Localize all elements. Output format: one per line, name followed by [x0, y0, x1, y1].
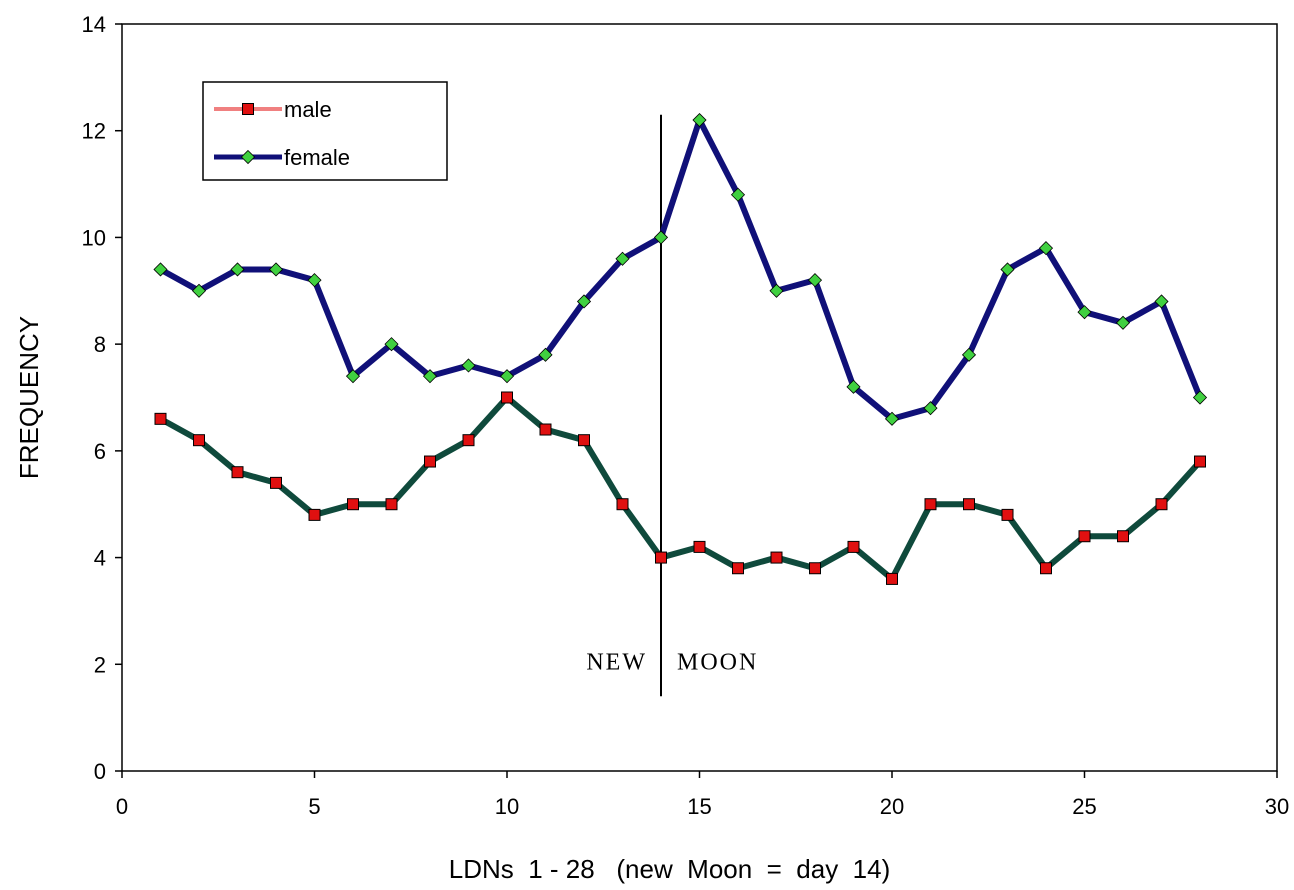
- data-point-male: [539, 423, 552, 436]
- y-tick-label: 2: [94, 652, 106, 677]
- data-point-male: [1001, 508, 1014, 521]
- data-point-female: [961, 347, 977, 362]
- data-point-female: [499, 369, 515, 384]
- x-tick-label: 20: [880, 794, 904, 819]
- data-point-male: [462, 434, 475, 447]
- data-point-female: [653, 230, 669, 245]
- x-tick-label: 0: [116, 794, 128, 819]
- legend-male-label: male: [284, 97, 332, 122]
- axes: 0 2 4 6 8 10 12 14 0 5 10 15 20 25 30: [82, 12, 1290, 819]
- data-point-female: [615, 251, 630, 266]
- data-point-female: [538, 347, 553, 362]
- data-point-female: [422, 369, 438, 384]
- legend-female-marker: [240, 149, 256, 165]
- data-point-male: [578, 434, 590, 447]
- data-point-female: [1038, 241, 1054, 256]
- data-point-male: [193, 434, 205, 447]
- data-point-male: [924, 498, 937, 511]
- x-axis-title: LDNs 1 - 28 (new Moon = day 14): [449, 854, 890, 884]
- legend-male-marker: [242, 103, 254, 115]
- y-tick-label: 10: [82, 225, 106, 250]
- data-point-male: [270, 476, 282, 489]
- legend: male female: [202, 81, 448, 181]
- series-line-female: [159, 117, 1203, 422]
- data-point-male: [963, 498, 975, 511]
- data-point-male: [693, 540, 706, 553]
- y-tick-label: 0: [94, 759, 106, 784]
- y-tick-label: 12: [82, 119, 106, 144]
- data-point-female: [807, 273, 823, 288]
- data-point-female: [1154, 294, 1169, 309]
- data-point-female: [1115, 315, 1131, 330]
- y-tick-label: 6: [94, 439, 106, 464]
- data-point-female: [576, 294, 592, 309]
- data-point-male: [154, 412, 167, 425]
- data-point-female: [268, 262, 284, 277]
- x-tick-label: 5: [308, 794, 320, 819]
- data-point-female: [1000, 262, 1015, 277]
- data-point-female: [769, 283, 784, 298]
- annotation-moon: MOON: [677, 650, 758, 676]
- data-point-male: [1194, 455, 1206, 468]
- series-female: [153, 112, 1208, 426]
- data-point-male: [308, 508, 321, 521]
- data-point-male: [501, 391, 513, 404]
- data-point-male: [886, 572, 898, 585]
- data-point-male: [732, 562, 744, 575]
- y-axis-title: FREQUENCY: [14, 316, 44, 479]
- data-point-female: [153, 262, 168, 277]
- x-tick-label: 25: [1072, 794, 1096, 819]
- legend-box: [202, 81, 448, 181]
- data-point-female: [730, 187, 746, 202]
- legend-item-female: female: [214, 145, 350, 170]
- data-point-female: [692, 112, 707, 128]
- data-point-male: [809, 562, 821, 575]
- data-point-female: [884, 411, 900, 426]
- series-line-male: [159, 394, 1203, 582]
- data-point-male: [231, 466, 244, 479]
- data-point-male: [655, 551, 667, 564]
- series-male: [154, 391, 1206, 585]
- legend-item-male: male: [214, 97, 332, 122]
- data-point-female: [846, 379, 861, 394]
- data-point-male: [770, 551, 783, 564]
- series-layer: [153, 112, 1208, 585]
- legend-female-label: female: [284, 145, 350, 170]
- x-tick-label: 15: [687, 794, 711, 819]
- data-point-female: [461, 358, 476, 373]
- y-tick-label: 8: [94, 332, 106, 357]
- data-point-female: [345, 369, 361, 384]
- data-point-male: [347, 498, 359, 511]
- x-tick-label: 30: [1265, 794, 1289, 819]
- data-point-male: [1117, 530, 1129, 543]
- y-tick-label: 14: [82, 12, 106, 37]
- annotation-new: NEW: [586, 650, 647, 676]
- data-point-male: [424, 455, 436, 468]
- data-point-male: [385, 498, 398, 511]
- data-point-female: [384, 337, 399, 352]
- data-point-female: [307, 273, 322, 288]
- data-point-female: [923, 401, 938, 416]
- data-point-female: [1077, 305, 1092, 320]
- data-point-female: [230, 262, 245, 277]
- data-point-male: [1155, 498, 1168, 511]
- data-point-male: [1078, 530, 1091, 543]
- data-point-male: [847, 540, 860, 553]
- annotations: NEW MOON: [586, 114, 758, 697]
- x-tick-label: 10: [495, 794, 519, 819]
- data-point-male: [616, 498, 629, 511]
- data-point-female: [191, 283, 207, 298]
- data-point-male: [1040, 562, 1052, 575]
- data-point-female: [1192, 390, 1208, 405]
- y-tick-label: 4: [94, 546, 106, 571]
